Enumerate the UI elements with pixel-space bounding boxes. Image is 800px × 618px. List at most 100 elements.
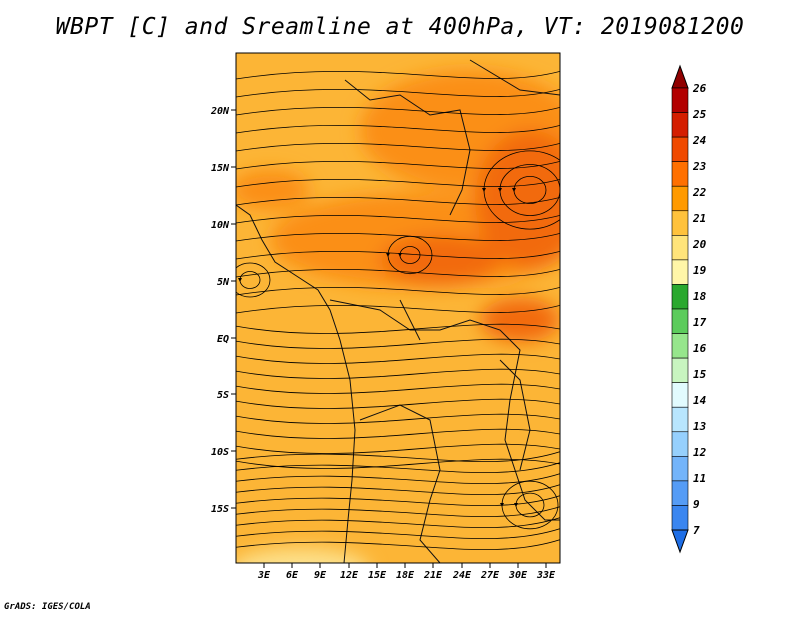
streamline: [236, 178, 560, 188]
colorbar-segment: [671, 333, 689, 359]
streamline: [236, 473, 560, 484]
colorbar-segment: [671, 235, 689, 261]
streamline: [236, 124, 560, 134]
colorbar-label: 22: [692, 186, 707, 199]
temperature-field: [236, 53, 560, 563]
streamline: [236, 142, 560, 152]
colorbar-label: 16: [693, 342, 707, 355]
streamline: [236, 462, 560, 473]
streamline: [236, 428, 560, 439]
lat-tick-label: 10N: [211, 220, 230, 231]
lat-tick-label: 20N: [210, 106, 230, 117]
streamline: [512, 176, 547, 204]
streamline: [236, 214, 560, 224]
streamline: [236, 383, 560, 394]
streamline: [236, 528, 560, 539]
lat-tick-label: 15N: [211, 163, 230, 174]
colorbar-label: 9: [693, 498, 700, 511]
streamline: [236, 286, 560, 296]
lon-tick-label: 24E: [452, 570, 472, 581]
streamline: [236, 517, 560, 528]
streamline: [236, 160, 560, 170]
colorbar-label: 14: [693, 394, 707, 407]
map-frame: [235, 52, 561, 564]
colorbar-segment: [671, 456, 689, 482]
lon-tick-label: 27E: [480, 570, 500, 581]
streamline: [500, 480, 559, 530]
colorbar-segment: [671, 136, 689, 162]
lon-tick-label: 33E: [536, 570, 556, 581]
streamline: [236, 106, 560, 116]
streamline: [482, 150, 560, 230]
streamline: [236, 443, 560, 454]
lon-tick-label: 6E: [286, 570, 299, 581]
streamline: [236, 539, 560, 550]
streamline: [236, 304, 560, 314]
footer-credit: GrADS: IGES/COLA: [4, 602, 91, 612]
lat-tick-label: 15S: [211, 504, 229, 515]
streamline: [236, 250, 560, 260]
latitude-axis: 20N 15N 10N 5N EQ 5S 10S 15S: [210, 106, 236, 515]
streamline: [498, 164, 560, 216]
streamline: [236, 262, 271, 298]
lon-tick-label: 9E: [314, 570, 327, 581]
colorbar-label: 7: [693, 524, 700, 537]
colorbar-segment: [671, 406, 689, 433]
colorbar-label: 26: [692, 82, 707, 95]
lon-tick-label: 15E: [368, 570, 387, 581]
streamline: [236, 323, 560, 334]
lon-tick-label: 18E: [396, 570, 415, 581]
streamline: [398, 246, 421, 264]
lat-tick-label: 5S: [217, 390, 229, 401]
streamline: [386, 235, 433, 275]
streamline: [514, 492, 545, 518]
field-hot-east: [480, 298, 560, 342]
field-hot-northeast: [475, 130, 560, 270]
colorbar-segment: [671, 431, 689, 457]
lon-tick-label: 30E: [508, 570, 528, 581]
streamline: [236, 196, 560, 206]
streamline: [238, 271, 261, 289]
lat-tick-label: 10S: [211, 447, 229, 458]
streamline: [236, 451, 560, 462]
streamline: [236, 495, 560, 506]
colorbar-label: 19: [693, 264, 707, 277]
streamline: [236, 88, 560, 98]
colorbar-segment: [671, 112, 689, 138]
colorbar-segment: [671, 259, 689, 285]
colorbar-label: 11: [693, 472, 706, 485]
streamline: [236, 413, 560, 424]
colorbar-label: 13: [693, 420, 707, 433]
lon-tick-label: 3E: [257, 570, 271, 581]
colorbar-label: 21: [692, 212, 706, 225]
streamline: [236, 506, 560, 517]
longitude-axis: 3E 6E 9E 12E 15E 18E 21E 24E 27E 30E 33E: [257, 563, 556, 581]
lat-tick-label: EQ: [217, 334, 229, 345]
colorbar-max-triangle: [671, 64, 689, 89]
colorbar-segment: [671, 480, 689, 506]
streamline: [236, 338, 560, 349]
field-hot-central: [380, 235, 500, 285]
colorbar-segment: [671, 308, 689, 334]
colorbar-segment: [671, 185, 689, 212]
colorbar-segment: [671, 210, 689, 236]
colorbar-label: 25: [692, 108, 707, 121]
colorbar-label: 24: [692, 134, 707, 147]
colorbar: 26 25 24 23 22 21 20 19 18 17 16 15 14 13 12 11 9 7: [671, 64, 707, 554]
streamlines: [236, 70, 560, 550]
colorbar-label: 18: [693, 290, 707, 303]
streamline: [236, 268, 560, 278]
lon-tick-label: 12E: [340, 570, 359, 581]
colorbar-segment: [671, 357, 689, 383]
streamline: [236, 484, 560, 495]
streamline: [236, 70, 560, 80]
colorbar-label: 20: [692, 238, 707, 251]
colorbar-label: 17: [693, 316, 707, 329]
colorbar-segment: [671, 87, 689, 113]
colorbar-label: 23: [692, 160, 707, 173]
colorbar-segment: [671, 161, 689, 187]
colorbar-min-triangle: [671, 529, 689, 554]
field-cool-south: [236, 548, 367, 563]
field-warm-west: [236, 170, 310, 210]
